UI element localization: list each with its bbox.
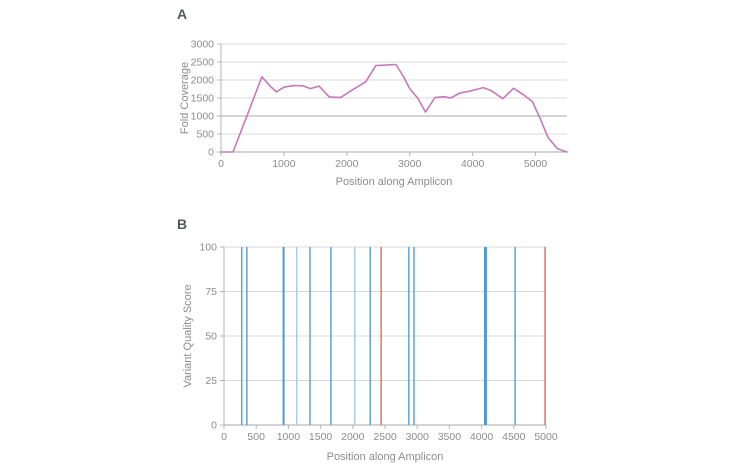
chart-b-y-axis-title: Variant Quality Score xyxy=(182,284,194,388)
x-tick-label: 2000 xyxy=(341,431,365,443)
x-tick-label: 4500 xyxy=(502,431,526,443)
chart-a-x-axis-title: Position along Amplicon xyxy=(335,176,453,188)
y-tick-label: 1500 xyxy=(191,93,215,105)
y-tick-label: 1000 xyxy=(191,111,215,123)
x-tick-label: 1000 xyxy=(272,158,296,170)
y-tick-label: 50 xyxy=(205,331,217,343)
x-tick-label: 3000 xyxy=(406,431,430,443)
panel-b-label: B xyxy=(177,216,188,232)
x-tick-label: 500 xyxy=(247,431,265,443)
panel-a-label: A xyxy=(177,6,188,22)
y-tick-label: 0 xyxy=(211,420,217,432)
y-tick-label: 3000 xyxy=(191,39,215,51)
y-tick-label: 2500 xyxy=(191,57,215,69)
chart-b-x-axis-title: Position along Amplicon xyxy=(326,451,444,463)
x-tick-label: 1000 xyxy=(277,431,301,443)
x-tick-label: 1500 xyxy=(309,431,333,443)
x-tick-label: 2500 xyxy=(373,431,397,443)
x-tick-label: 2000 xyxy=(335,158,359,170)
y-tick-label: 25 xyxy=(205,375,217,387)
x-tick-label: 4000 xyxy=(470,431,494,443)
y-tick-label: 75 xyxy=(205,286,217,298)
y-tick-label: 100 xyxy=(199,242,217,254)
x-tick-label: 4000 xyxy=(461,158,485,170)
x-tick-label: 0 xyxy=(218,158,224,170)
y-tick-label: 0 xyxy=(208,147,214,159)
y-tick-label: 2000 xyxy=(191,75,215,87)
x-tick-label: 5000 xyxy=(534,431,558,443)
x-tick-label: 5000 xyxy=(524,158,548,170)
y-tick-label: 500 xyxy=(196,129,214,141)
x-tick-label: 0 xyxy=(221,431,227,443)
x-tick-label: 3500 xyxy=(438,431,462,443)
coverage-line xyxy=(220,63,568,153)
x-tick-label: 3000 xyxy=(398,158,422,170)
